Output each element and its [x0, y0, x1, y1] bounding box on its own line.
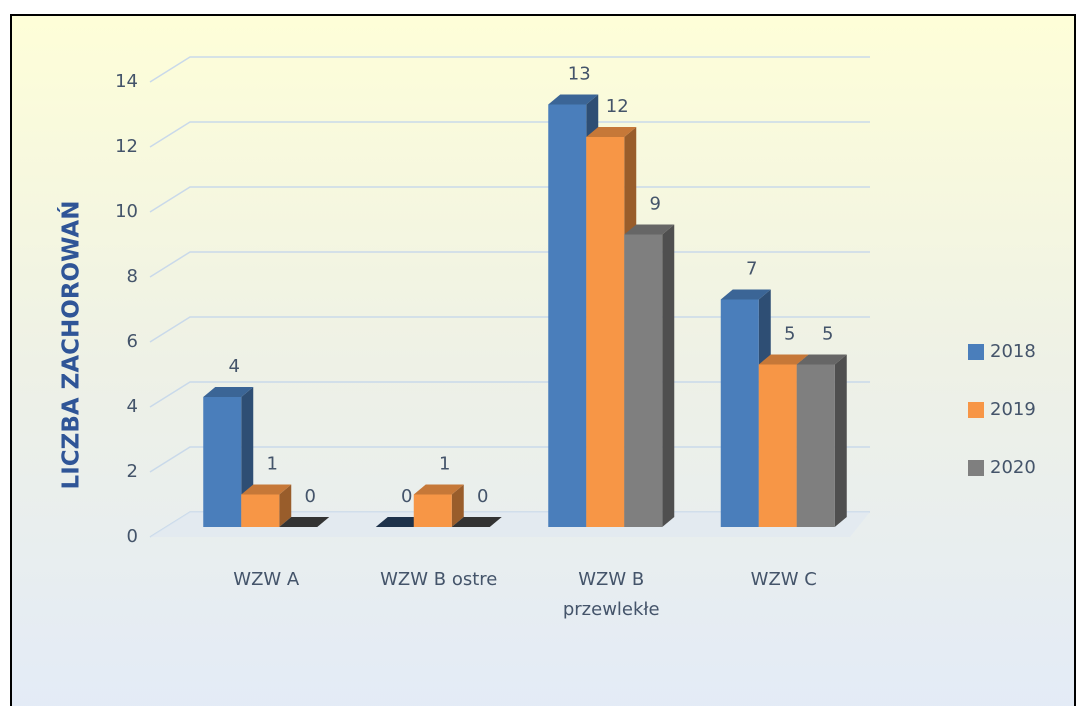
bar — [241, 484, 292, 527]
bar-front — [548, 104, 587, 527]
bar-top — [586, 127, 637, 137]
bar-front — [720, 299, 759, 527]
x-tick-label: WZW C — [751, 569, 817, 590]
data-label: 1 — [267, 454, 278, 475]
bar-front — [241, 494, 280, 527]
x-tick-label: WZW A — [233, 569, 300, 590]
grid-line — [149, 56, 870, 83]
y-tick-label: 10 — [115, 201, 138, 222]
bar — [279, 517, 330, 527]
bar-front — [796, 364, 835, 527]
legend-swatch — [968, 402, 984, 418]
bar-top — [796, 354, 847, 365]
bar-side — [451, 484, 464, 527]
legend-label: 2018 — [990, 341, 1036, 362]
y-tick-label: 0 — [127, 526, 138, 547]
data-label: 1 — [439, 454, 450, 475]
bar — [796, 354, 847, 527]
bar-top — [758, 354, 809, 365]
legend-label: 2020 — [990, 457, 1036, 478]
data-label: 5 — [784, 324, 795, 345]
y-tick-label: 12 — [115, 136, 138, 157]
bar-side — [834, 354, 847, 527]
data-label: 0 — [305, 486, 316, 507]
bar-top — [375, 517, 426, 527]
bar — [413, 484, 464, 527]
bar-top — [413, 484, 464, 495]
legend-swatch — [968, 344, 984, 360]
legend-label: 2019 — [990, 399, 1036, 420]
floor — [150, 512, 870, 537]
data-label: 9 — [650, 194, 661, 215]
data-label: 0 — [477, 486, 488, 507]
bar-top — [279, 517, 330, 527]
bar-side — [279, 484, 292, 527]
bar-top — [548, 94, 599, 105]
bar-top — [720, 289, 771, 300]
bar — [624, 224, 675, 527]
legend-swatch — [968, 460, 984, 476]
y-axis-title: LICZBA ZACHOROWAŃ — [57, 201, 85, 490]
bar-front — [624, 234, 663, 527]
bar — [375, 517, 426, 527]
y-tick-label: 2 — [127, 461, 138, 482]
y-tick-label: 4 — [127, 396, 138, 417]
bar-top — [203, 387, 254, 397]
data-label: 5 — [822, 324, 833, 345]
y-tick-label: 8 — [127, 266, 138, 287]
data-label: 13 — [568, 64, 591, 85]
data-label: 0 — [401, 486, 412, 507]
data-label: 4 — [229, 356, 240, 377]
bar-front — [203, 397, 242, 527]
data-label: 12 — [606, 96, 629, 117]
bar-front — [758, 364, 797, 527]
data-label: 7 — [746, 259, 757, 280]
y-tick-label: 6 — [127, 331, 138, 352]
bar-front — [413, 494, 452, 527]
bar — [451, 517, 502, 527]
x-tick-label: WZW B ostre — [380, 569, 497, 590]
bar-top — [241, 484, 292, 495]
grid-line — [149, 186, 870, 213]
bar-top — [624, 224, 675, 235]
grid-line — [149, 121, 870, 148]
chart-frame — [10, 14, 1076, 710]
y-tick-label: 14 — [115, 71, 138, 92]
bar-top — [451, 517, 502, 527]
bar-front — [586, 137, 625, 527]
bar-side — [662, 224, 675, 527]
